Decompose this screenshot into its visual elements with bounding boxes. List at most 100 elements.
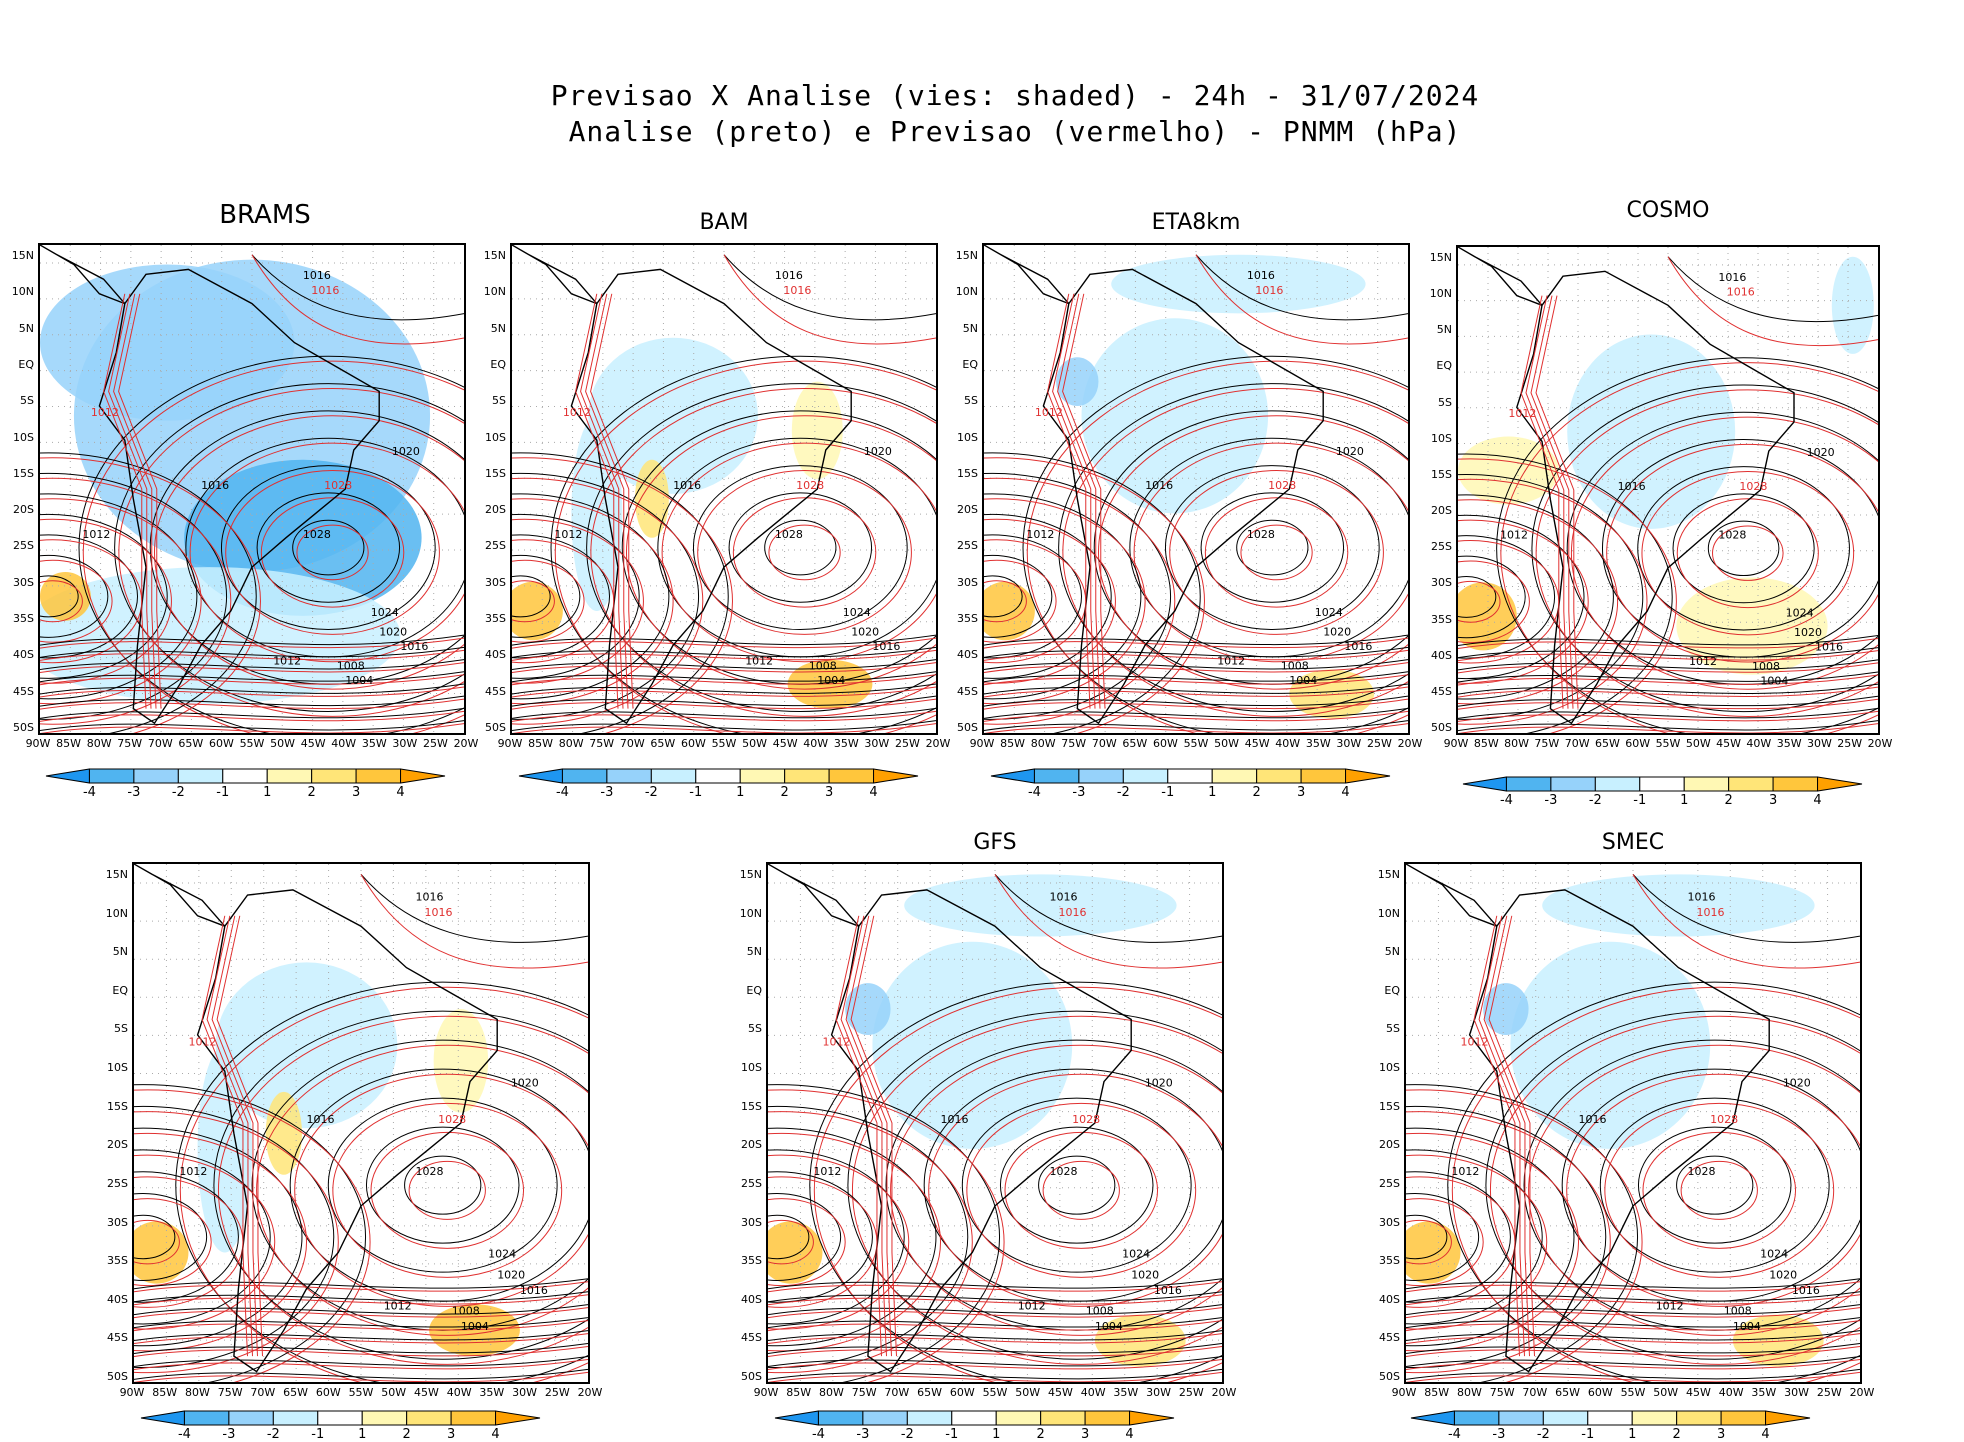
latitude-label: 35S: [13, 612, 34, 626]
isobar-label: 1008: [1724, 1305, 1752, 1318]
longitude-label: 60W: [1625, 737, 1651, 750]
longitude-label: 40W: [331, 737, 357, 750]
latitude-label: 5S: [964, 394, 978, 408]
forecast-isobar: [768, 1132, 941, 1352]
colorbar-label: 1: [1680, 793, 1689, 808]
panel-title: BAM: [699, 210, 749, 235]
analysis-isobar: [134, 1330, 588, 1342]
longitude-label: 35W: [833, 737, 859, 750]
isobar-label: 1012: [273, 655, 301, 668]
latitude-label: 40S: [13, 648, 34, 662]
latitude-label: 25S: [957, 539, 978, 553]
analysis-isobar: [512, 493, 670, 700]
colorbar-swatch: [495, 1410, 541, 1426]
colorbar-swatch: [817, 1410, 864, 1426]
forecast-isobar: [154, 415, 464, 690]
longitude-label: 25W: [1366, 737, 1392, 750]
forecast-isobar: [984, 723, 1408, 733]
analysis-isobar: [512, 646, 936, 658]
analysis-isobar: [1406, 1214, 1448, 1260]
analysis-isobar: [1458, 453, 1673, 733]
colorbar: -4 -3 -2 -1 1 2 3 4: [1410, 1410, 1812, 1442]
colorbar-label: 2: [402, 1427, 411, 1442]
longitude-label: 55W: [1183, 737, 1209, 750]
colorbar-swatch: [561, 768, 608, 784]
colorbar-swatch: [739, 768, 786, 784]
isobar-label: 1016: [1687, 890, 1715, 903]
isobar-label: 1024: [1315, 606, 1343, 619]
longitude-label: 80W: [1504, 737, 1529, 750]
high-pressure-label: 1028: [1072, 1113, 1100, 1126]
latitude-label: 5N: [112, 945, 128, 959]
colorbar-swatch: [177, 768, 224, 784]
latitude-label: 45S: [107, 1331, 128, 1345]
forecast-isobar: [40, 637, 464, 649]
latitude-label: 15N: [11, 249, 34, 262]
latitude-label: EQ: [746, 983, 762, 997]
analysis-isobar: [1406, 1192, 1480, 1281]
latitude-label: 40S: [485, 648, 506, 662]
forecast-isobar: [1712, 525, 1784, 581]
longitude-label: 60W: [315, 1386, 341, 1399]
forecast-isobar: [1478, 915, 1525, 1357]
analysis-isobar: [1672, 493, 1815, 604]
bias-shading: [1289, 669, 1375, 719]
forecast-isobar: [697, 469, 912, 635]
forecast-isobar: [1458, 710, 1878, 722]
latitude-label: 5N: [746, 945, 762, 959]
forecast-isobar: [984, 457, 1205, 733]
forecast-isobar: [1406, 1111, 1611, 1374]
forecast-isobar: [134, 1089, 371, 1382]
latitude-label: 25S: [741, 1176, 762, 1190]
analysis-isobar: [512, 534, 610, 659]
longitude-label: 75W: [851, 1386, 877, 1399]
colorbar-label: -1: [216, 785, 230, 800]
analysis-isobar: [1406, 1355, 1860, 1367]
colorbar: -4 -3 -2 -1 1 2 3 4: [1462, 776, 1864, 808]
longitude-label: 80W: [558, 737, 584, 750]
map-plot: 1028 1028 1024 1020 1016 1012 1008 1004 1016 1016…: [132, 862, 590, 1384]
longitude-label: 30W: [512, 1386, 537, 1399]
analysis-isobar: [114, 383, 464, 712]
isobar-label: 1012: [1026, 528, 1054, 541]
longitude-label: 65W: [283, 1386, 308, 1399]
colorbar: -4 -3 -2 -1 1 2 3 4: [990, 768, 1392, 800]
isobar-label: 1012: [1656, 1299, 1684, 1312]
latitude-label: 50S: [957, 721, 978, 734]
analysis-isobar: [692, 465, 908, 631]
analysis-isobar: [728, 492, 873, 603]
longitude-label: 65W: [1594, 737, 1620, 750]
longitude-label: 75W: [117, 737, 143, 750]
central-america-coastline: [768, 864, 860, 927]
latitude-label: 50S: [107, 1370, 128, 1383]
forecast-isobar: [1098, 415, 1408, 690]
forecast-isobar: [1204, 497, 1349, 608]
latitude-label: 5N: [490, 321, 506, 335]
latitude-label: 10S: [107, 1061, 128, 1075]
isobar-label: 1008: [1281, 660, 1309, 673]
forecast-isobar: [1606, 443, 1878, 663]
analysis-isobar: [512, 554, 581, 638]
latitude-label: 5N: [18, 321, 34, 335]
panel-title: ETA8km: [1151, 210, 1241, 235]
isobar-label: 1016: [775, 269, 803, 282]
latitude-label: 35S: [741, 1254, 762, 1268]
forecast-isobar: [103, 293, 147, 709]
latitude-label: 15S: [957, 466, 978, 480]
forecast-isobar: [1528, 1044, 1860, 1336]
forecast-isobar: [118, 293, 162, 709]
longitude-label: 90W: [119, 1386, 145, 1399]
isobar-label: 1012: [563, 406, 591, 419]
longitude-label: 55W: [239, 737, 265, 750]
forecast-isobar: [966, 1102, 1197, 1278]
map-plot: 1028 1028 1024 1020 1016 1012 1008 1004 1016 1016…: [1456, 245, 1880, 735]
colorbar-label: 1: [736, 785, 745, 800]
longitude-label: 30W: [864, 737, 890, 750]
panel-title: BRAMS: [219, 200, 311, 230]
latitude-label: 10N: [739, 906, 762, 920]
analysis-isobar: [512, 695, 936, 707]
forecast-isobar: [1406, 1307, 1860, 1319]
analysis-isobar: [1599, 1097, 1830, 1273]
latitude-label: 50S: [1431, 721, 1452, 734]
latitude-label: 15S: [741, 1099, 762, 1113]
